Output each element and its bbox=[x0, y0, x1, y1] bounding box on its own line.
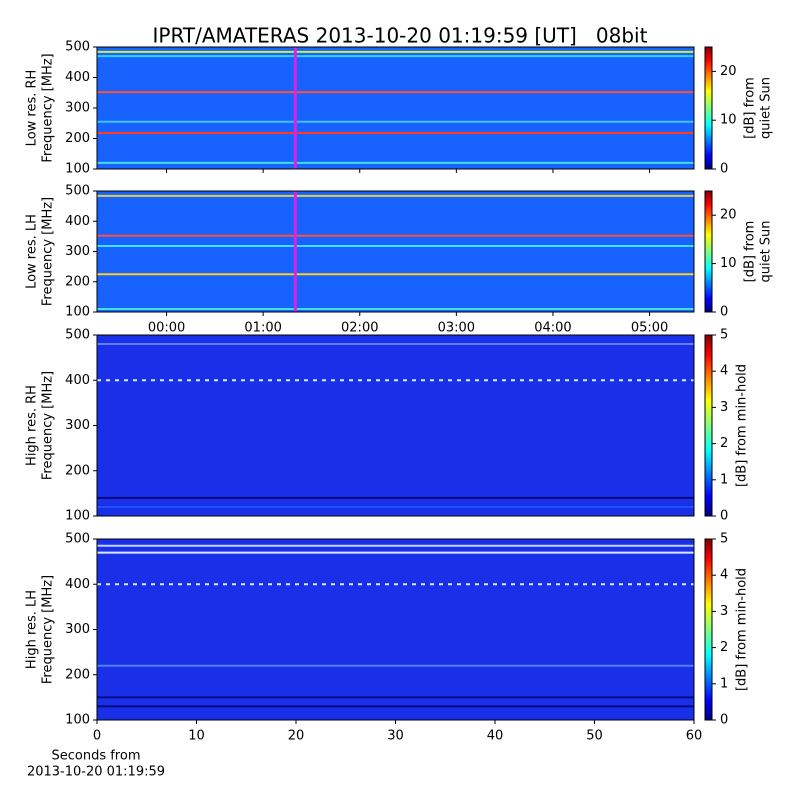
y-tick-label: 400 bbox=[65, 577, 90, 592]
y-tick-label: 500 bbox=[65, 532, 90, 547]
x-tick-label: 00:00 bbox=[148, 321, 185, 336]
y-tick-label: 400 bbox=[65, 373, 90, 388]
colorbar-tick-label: 0 bbox=[720, 713, 728, 728]
y-axis-label: Frequency [MHz] bbox=[41, 575, 56, 684]
spectrogram bbox=[97, 47, 694, 169]
x-tick-label: 60 bbox=[686, 729, 703, 744]
colorbar-tick-label: 2 bbox=[720, 436, 728, 451]
colorbar-label: [dB] from bbox=[743, 77, 758, 139]
x-tick-label: 40 bbox=[487, 729, 504, 744]
y-tick-label: 200 bbox=[65, 274, 90, 289]
y-tick-label: 400 bbox=[65, 70, 90, 85]
colorbar-tick-label: 0 bbox=[720, 509, 728, 524]
y-tick-label: 100 bbox=[65, 305, 90, 320]
x-tick-label: 02:00 bbox=[341, 321, 378, 336]
x-tick-label: 50 bbox=[586, 729, 603, 744]
y-tick-label: 500 bbox=[65, 184, 90, 199]
y-tick-label: 200 bbox=[65, 463, 90, 478]
x-axis-label: 2013-10-20 01:19:59 bbox=[27, 765, 165, 780]
colorbar-tick-label: 2 bbox=[720, 640, 728, 655]
x-tick-label: 0 bbox=[93, 729, 101, 744]
x-axis-label: Seconds from bbox=[51, 749, 140, 764]
y-tick-label: 200 bbox=[65, 131, 90, 146]
spectrogram bbox=[97, 335, 694, 516]
y-axis-label: High res. LH bbox=[25, 590, 40, 669]
colorbar bbox=[704, 538, 713, 721]
y-axis-label: High res. RH bbox=[25, 385, 40, 466]
figure-title: IPRT/AMATERAS 2013-10-20 01:19:59 [UT] 0… bbox=[153, 24, 648, 48]
colorbar-tick-label: 0 bbox=[720, 162, 728, 177]
colorbar-label: quiet Sun bbox=[759, 77, 774, 139]
y-axis-label: Frequency [MHz] bbox=[41, 371, 56, 480]
colorbar bbox=[704, 46, 713, 170]
colorbar-tick-label: 20 bbox=[720, 208, 737, 223]
y-axis-label: Low res. RH bbox=[25, 70, 40, 147]
y-tick-label: 500 bbox=[65, 40, 90, 55]
colorbar-label: [dB] from min-hold bbox=[735, 364, 750, 487]
colorbar-tick-label: 10 bbox=[720, 256, 737, 271]
y-axis-label: Frequency [MHz] bbox=[41, 197, 56, 306]
colorbar-tick-label: 3 bbox=[720, 604, 728, 619]
spectrogram bbox=[97, 539, 694, 720]
colorbar bbox=[704, 334, 713, 517]
colorbar-tick-label: 20 bbox=[720, 64, 737, 79]
y-tick-label: 200 bbox=[65, 667, 90, 682]
colorbar-tick-label: 1 bbox=[720, 676, 728, 691]
y-tick-label: 100 bbox=[65, 162, 90, 177]
x-tick-label: 05:00 bbox=[631, 321, 668, 336]
x-tick-label: 10 bbox=[188, 729, 205, 744]
x-tick-label: 20 bbox=[288, 729, 305, 744]
y-tick-label: 300 bbox=[65, 244, 90, 259]
spectrogram bbox=[97, 191, 694, 312]
colorbar-label: [dB] from min-hold bbox=[735, 568, 750, 691]
y-axis-label: Frequency [MHz] bbox=[41, 53, 56, 162]
y-tick-label: 300 bbox=[65, 418, 90, 433]
y-tick-label: 100 bbox=[65, 509, 90, 524]
x-tick-label: 03:00 bbox=[438, 321, 475, 336]
colorbar-tick-label: 10 bbox=[720, 113, 737, 128]
colorbar-tick-label: 0 bbox=[720, 305, 728, 320]
y-tick-label: 500 bbox=[65, 328, 90, 343]
colorbar-tick-label: 5 bbox=[720, 328, 728, 343]
colorbar-tick-label: 3 bbox=[720, 400, 728, 415]
x-tick-label: 30 bbox=[387, 729, 404, 744]
y-tick-label: 100 bbox=[65, 713, 90, 728]
y-tick-label: 400 bbox=[65, 214, 90, 229]
y-axis-label: Low res. LH bbox=[25, 214, 40, 289]
colorbar-label: quiet Sun bbox=[759, 220, 774, 282]
colorbar bbox=[704, 190, 713, 313]
x-tick-label: 01:00 bbox=[244, 321, 281, 336]
colorbar-tick-label: 1 bbox=[720, 472, 728, 487]
colorbar-tick-label: 5 bbox=[720, 532, 728, 547]
colorbar-label: [dB] from bbox=[743, 221, 758, 283]
colorbar-tick-label: 4 bbox=[720, 364, 728, 379]
x-tick-label: 04:00 bbox=[534, 321, 571, 336]
colorbar-tick-label: 4 bbox=[720, 568, 728, 583]
y-tick-label: 300 bbox=[65, 622, 90, 637]
y-tick-label: 300 bbox=[65, 101, 90, 116]
